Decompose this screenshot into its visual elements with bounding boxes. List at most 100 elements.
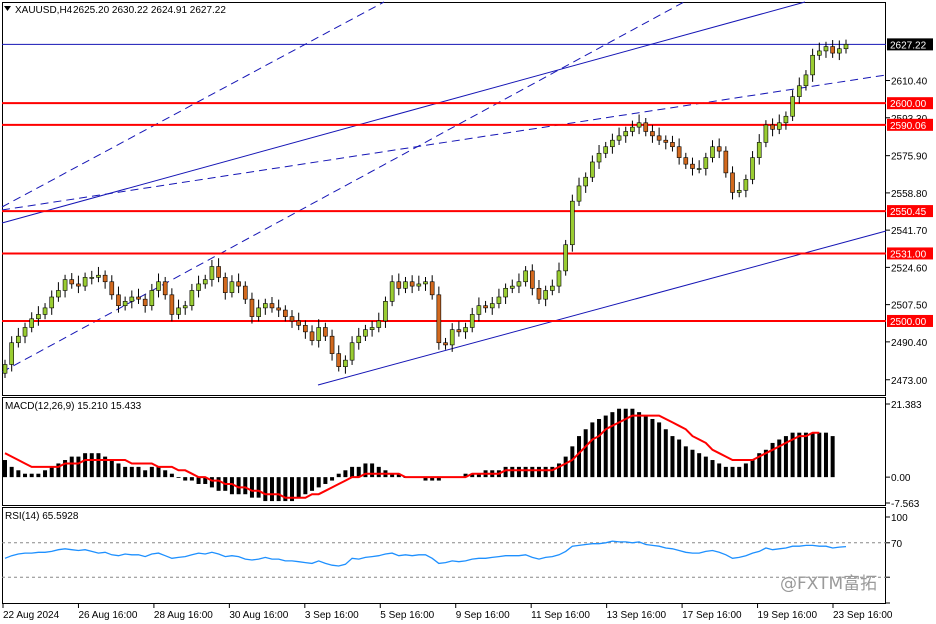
macd-bar [630, 408, 635, 478]
price-tick-label: 2610.40 [891, 77, 928, 88]
candle-body [76, 283, 81, 287]
level-tag-label: 2600.00 [890, 99, 927, 110]
candle-body [249, 298, 255, 317]
macd-bar [229, 477, 234, 495]
candle-body [429, 281, 435, 296]
candle-body [236, 281, 241, 287]
macd-bar [3, 460, 7, 478]
level-tag [887, 97, 933, 110]
candle-body [710, 146, 715, 158]
macd-bar [143, 470, 148, 478]
candle-body [216, 266, 221, 278]
macd-bar [563, 456, 568, 478]
macd-bar [730, 466, 735, 478]
macd-bar [670, 436, 675, 478]
macd-bar [16, 470, 21, 478]
candle-body [196, 283, 201, 291]
candle-body [509, 285, 515, 289]
macd-bar [83, 453, 88, 478]
candle-body [102, 274, 108, 283]
candle-body [122, 301, 128, 307]
candle-body [556, 270, 562, 287]
macd-bar [256, 477, 261, 498]
level-price-tags: 2600.00 2590.06 2550.45 2531.00 2500.00 [887, 97, 933, 328]
macd-bar [757, 453, 762, 478]
candle-body [830, 46, 835, 54]
candle-body [783, 115, 789, 124]
candle-body [656, 135, 662, 141]
candle-body [409, 281, 415, 287]
macd-bar [249, 477, 254, 498]
candle-body [62, 279, 68, 291]
macd-bar [650, 418, 655, 478]
macd-bar [123, 466, 128, 478]
candle-body [436, 294, 442, 344]
macd-bar [116, 463, 121, 478]
time-tick-label: 11 Sep 16:00 [531, 610, 590, 621]
candle-body [329, 335, 335, 354]
macd-bar [356, 466, 361, 478]
time-tick-label: 5 Sep 16:00 [380, 610, 434, 621]
candle-body [449, 329, 455, 346]
candle-body [750, 157, 755, 180]
macd-bar [149, 466, 154, 478]
macd-bar [763, 449, 768, 478]
candle-body [843, 44, 849, 50]
dropdown-triangle-icon[interactable] [4, 6, 11, 11]
candle-body [169, 294, 175, 315]
macd-bar [290, 477, 295, 502]
candle-body [149, 290, 155, 307]
candle-body [182, 305, 188, 309]
candle-body [296, 320, 301, 326]
macd-bar [830, 436, 835, 478]
price-tick-label: 2575.90 [891, 152, 928, 163]
price-tick-label: 2558.80 [891, 189, 928, 200]
macd-bar [263, 477, 268, 502]
candle-body [543, 290, 548, 300]
macd-bar [597, 418, 602, 478]
candle-body [403, 281, 408, 289]
candle-body [670, 142, 675, 148]
candle-body [9, 342, 14, 365]
macd-bar [96, 453, 101, 478]
candle-body [696, 168, 702, 170]
macd-bar [797, 432, 802, 478]
macd-bar [697, 453, 702, 478]
candle-body [716, 146, 722, 152]
macd-signal-line [4, 414, 820, 499]
macd-bar [643, 415, 648, 478]
horizontal-levels [2, 102, 886, 322]
candle-body [663, 139, 669, 143]
macd-bar [9, 466, 14, 478]
candle-body [36, 314, 41, 320]
macd-bar [556, 463, 561, 478]
time-tick-label: 17 Sep 16:00 [682, 610, 742, 621]
macd-bar [330, 477, 335, 481]
macd-bar [63, 460, 68, 478]
candle-body [643, 122, 649, 132]
candle-body [810, 54, 815, 76]
main-panel-frame [2, 2, 886, 396]
macd-indicator [3, 408, 835, 502]
candle-body [590, 161, 595, 178]
rsi-label: RSI(14) 65.5928 [5, 511, 79, 522]
macd-bar [536, 466, 541, 478]
level-tag-label: 2590.06 [890, 121, 927, 132]
macd-axis: 21.383 0.00 -7.563 [886, 400, 922, 510]
watermark-text: @FXTM富拓 [780, 574, 877, 594]
candle-body [583, 176, 588, 187]
macd-bar [283, 477, 288, 502]
candle-body [476, 305, 482, 315]
level-tag [887, 247, 933, 260]
macd-bar [303, 477, 308, 495]
macd-bar [376, 466, 381, 478]
candle-body [136, 296, 141, 300]
candle-body [289, 316, 295, 322]
time-tick-label: 26 Aug 16:00 [78, 610, 137, 621]
macd-bar [810, 432, 815, 478]
candle-body [96, 274, 101, 278]
macd-bar [710, 460, 715, 478]
macd-bar [617, 408, 622, 478]
candle-body [263, 303, 268, 309]
